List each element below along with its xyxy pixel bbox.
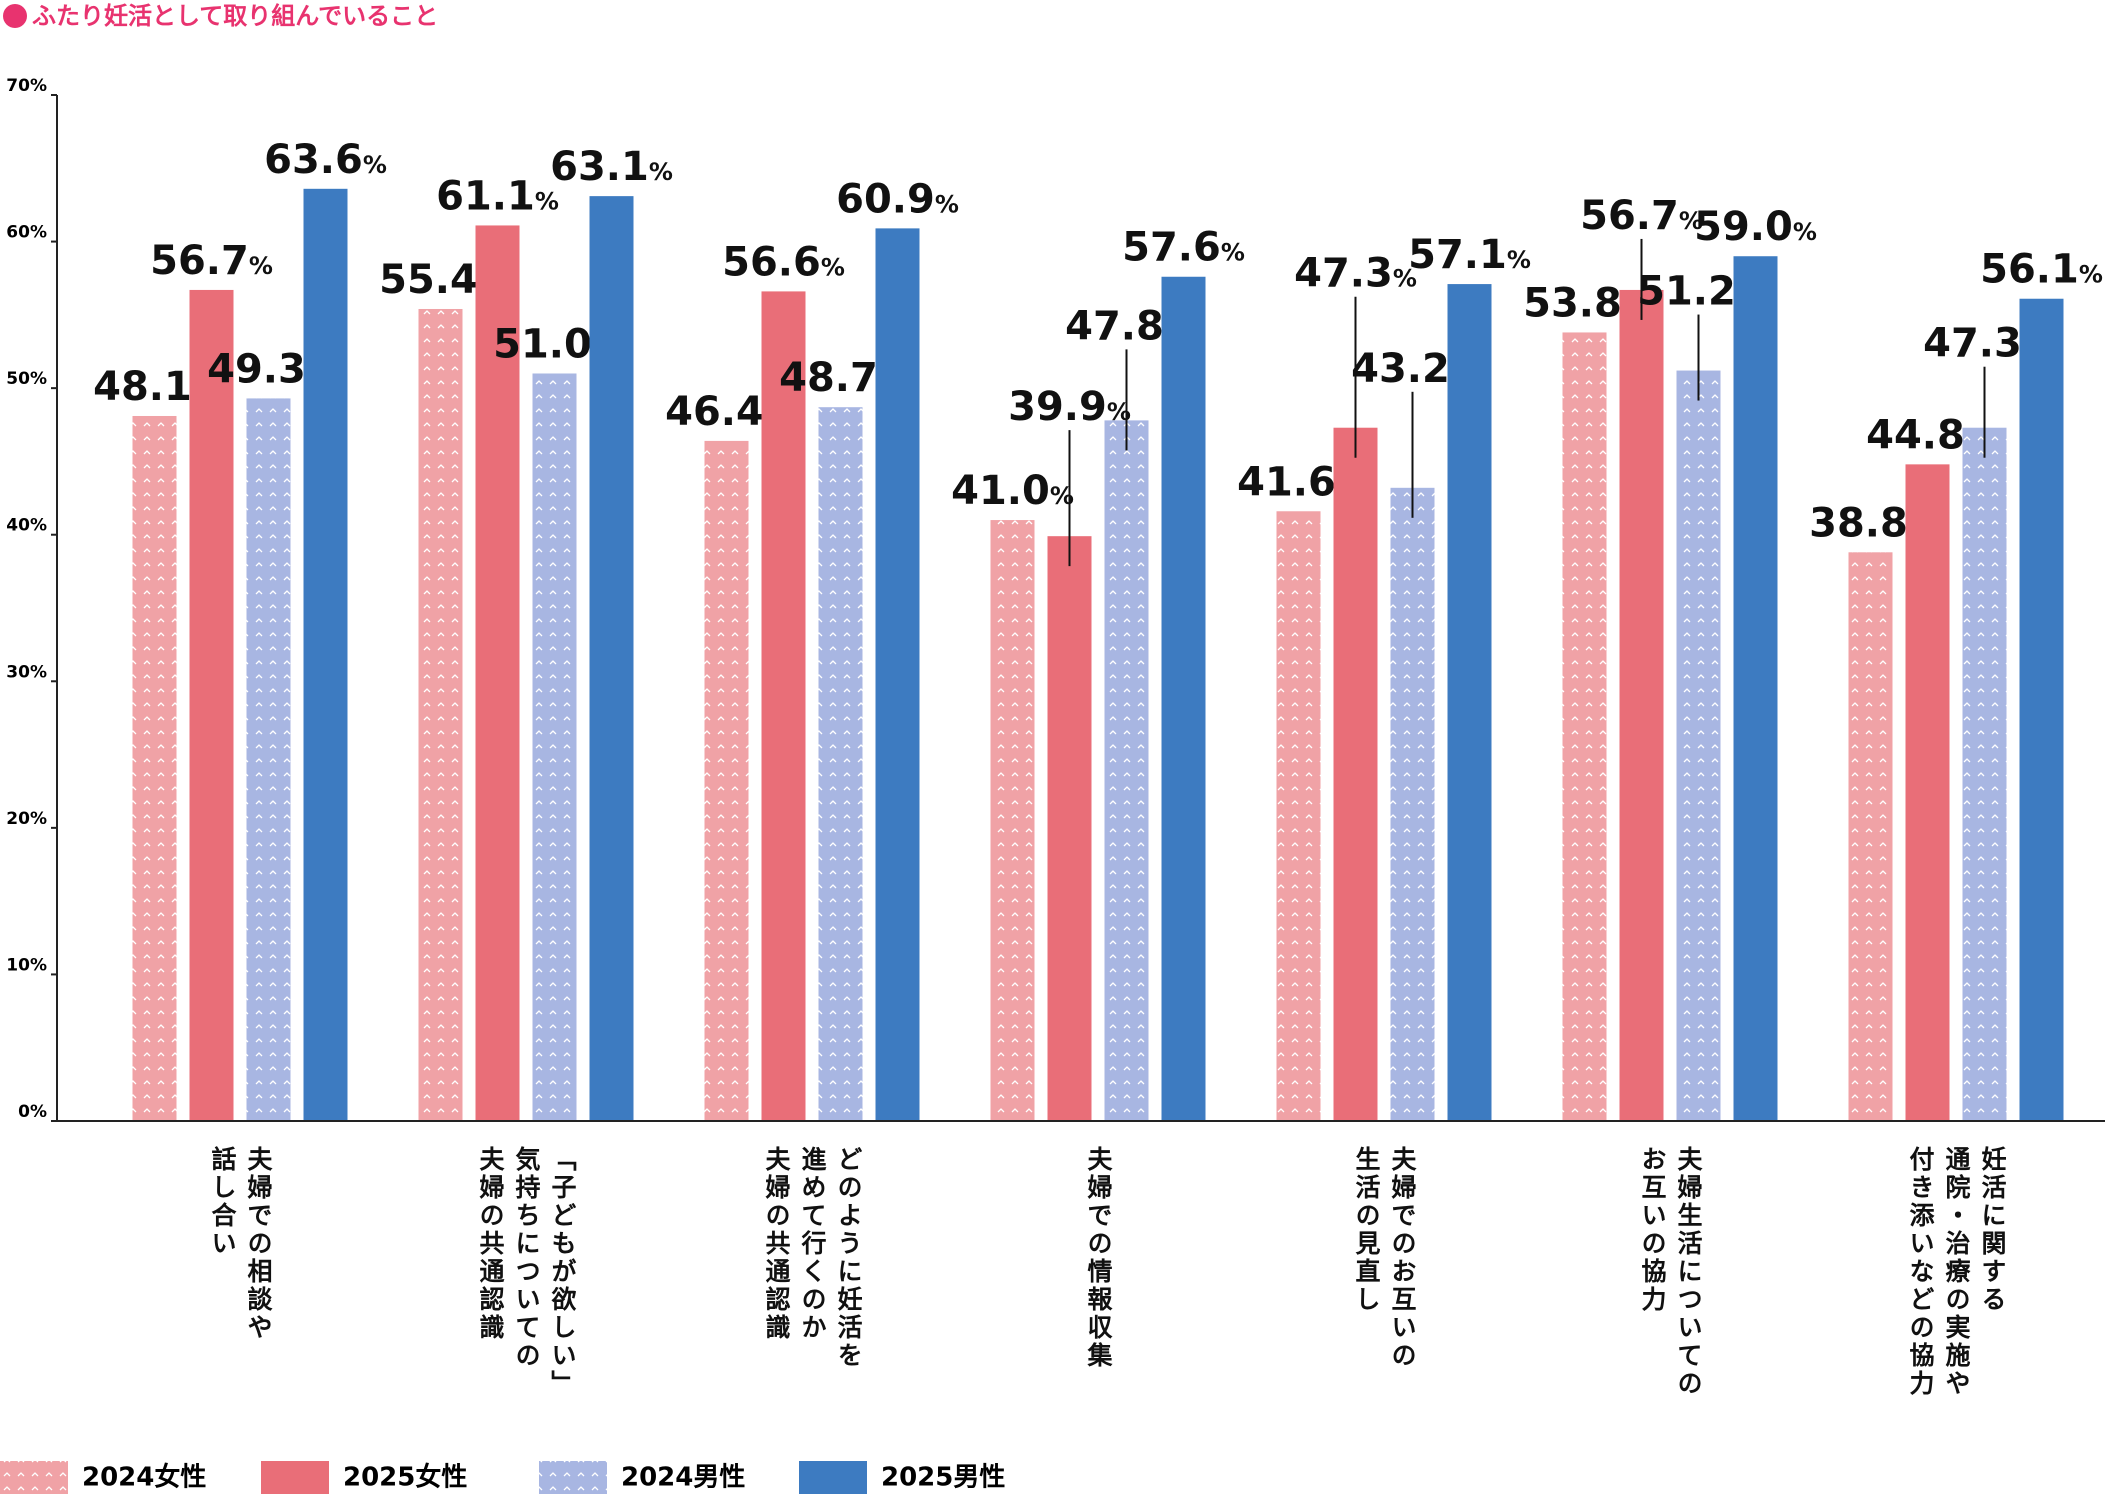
bar (1733, 256, 1778, 1121)
title-bullet (3, 4, 27, 28)
bar (1104, 420, 1149, 1122)
bar (303, 188, 348, 1121)
bar (2019, 298, 2064, 1122)
y-tick-label: 40% (6, 516, 47, 536)
y-tick-label: 0% (18, 1102, 47, 1122)
bar (761, 291, 806, 1121)
y-tick-label: 30% (6, 662, 47, 682)
bar (189, 289, 234, 1121)
category-label: 「子どもが欲しい」 気持ちについての 夫婦の共通認識 (476, 1146, 577, 1398)
category-label: 夫婦での情報収集 (1084, 1146, 1113, 1370)
category-label: どのように妊活を 進めて行くのか 夫婦の共通認識 (762, 1146, 863, 1370)
bar (132, 415, 177, 1121)
value-label: 63.1% (550, 144, 673, 190)
value-label: 56.7% (150, 238, 273, 284)
category-label: 夫婦での相談や 話し合い (208, 1146, 273, 1342)
value-label: 57.1% (1408, 232, 1531, 278)
bar (1047, 536, 1092, 1121)
legend-swatch (539, 1461, 607, 1494)
category-label: 夫婦でのお互いの 生活の見直し (1352, 1146, 1417, 1370)
legend-label: 2024男性 (621, 1463, 745, 1493)
value-label: 60.9% (836, 176, 959, 222)
bar (1562, 332, 1607, 1122)
bar (418, 308, 463, 1122)
bar (246, 398, 291, 1122)
value-label: 61.1% (436, 173, 559, 219)
bar (1962, 427, 2007, 1121)
legend-label: 2025女性 (343, 1462, 467, 1493)
value-label: 47.3% (1294, 251, 1417, 297)
y-tick-label: 10% (6, 955, 47, 975)
legend-swatch (0, 1461, 68, 1494)
chart-title: ふたり妊活として取り組んでいること (32, 2, 438, 30)
bar (990, 520, 1035, 1121)
legend-label: 2024女性 (82, 1462, 206, 1493)
bar (1161, 276, 1206, 1122)
bar (475, 225, 520, 1121)
y-tick-label: 60% (6, 223, 47, 243)
value-label: 63.6% (264, 137, 387, 183)
category-label: 妊活に関する 通院・治療の実施や 付き添いなどの協力 (1906, 1146, 2007, 1398)
bar (589, 196, 634, 1122)
legend-swatch (799, 1461, 867, 1494)
value-label: 39.9% (1008, 384, 1131, 430)
bar (875, 228, 920, 1121)
bar (1390, 487, 1435, 1122)
bar (532, 373, 577, 1121)
bar (1333, 427, 1378, 1121)
value-label: 59.0% (1694, 204, 1817, 250)
bar (818, 407, 863, 1121)
value-label: 56.7% (1580, 193, 1703, 239)
category-label: 夫婦生活についての お互いの協力 (1638, 1146, 1703, 1398)
value-label: 56.6% (722, 239, 845, 285)
legend-label: 2025男性 (881, 1463, 1005, 1493)
y-tick-label: 70% (6, 76, 47, 96)
bar (1848, 552, 1893, 1121)
legend-swatch (261, 1461, 329, 1494)
value-label: 57.6% (1122, 225, 1245, 271)
bar (1447, 284, 1492, 1121)
value-label: 56.1% (1980, 247, 2103, 293)
y-tick-label: 50% (6, 369, 47, 389)
bar (1676, 370, 1721, 1121)
bar (1905, 464, 1950, 1121)
bar (1276, 511, 1321, 1122)
bar (1619, 289, 1664, 1121)
y-tick-label: 20% (6, 809, 47, 829)
bar (704, 440, 749, 1121)
value-label: 41.0% (951, 468, 1074, 514)
